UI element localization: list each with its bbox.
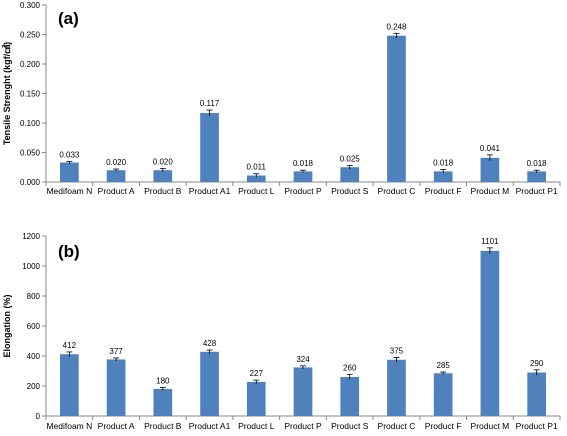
bar	[246, 381, 266, 416]
data-label: 227	[250, 369, 264, 378]
bar	[293, 171, 313, 182]
bar	[200, 351, 219, 416]
data-label: 0.248	[386, 22, 407, 31]
x-category-label: Product A	[98, 186, 135, 196]
x-category-label: Product F	[425, 186, 462, 196]
x-category-label: Product B	[144, 186, 182, 196]
x-category-label: Product S	[331, 186, 369, 196]
bar	[433, 373, 453, 416]
y-tick-label: 0.050	[20, 149, 41, 158]
bar	[200, 112, 219, 182]
x-category-label: Medifoam N	[46, 186, 92, 196]
chart-panel-b: 0 200 400 600 800 1000 1200 412 Medifoam N 377 Pro…	[2, 232, 561, 431]
bar	[153, 170, 173, 182]
data-label: 0.020	[106, 158, 127, 167]
bar	[340, 167, 360, 182]
data-label: 0.020	[153, 157, 174, 166]
y-tick-label: 0.150	[20, 90, 41, 99]
y-tick-label: 400	[27, 352, 41, 361]
x-category-label: Product P	[284, 186, 322, 196]
y-tick-label: 1000	[22, 262, 40, 271]
y-tick-label: 0.000	[20, 178, 41, 187]
data-label: 0.018	[433, 159, 454, 168]
data-label: 377	[109, 347, 123, 356]
x-category-label: Product A1	[189, 186, 231, 196]
bar	[293, 367, 313, 416]
bar	[153, 389, 173, 416]
x-category-label: Product L	[238, 421, 275, 431]
data-label: 1101	[481, 237, 499, 246]
y-axis-title: Elongation (%)	[2, 295, 12, 358]
data-label: 0.041	[480, 144, 501, 153]
bar	[433, 171, 453, 182]
x-category-label: Medifoam N	[46, 421, 92, 431]
x-category-label: Product M	[471, 186, 510, 196]
bar	[60, 162, 79, 182]
data-label: 0.018	[293, 159, 314, 168]
bar	[527, 372, 546, 416]
y-axis-title: Tensile Strenght (kgf/㎠)	[1, 42, 12, 145]
data-label: 412	[63, 341, 77, 350]
y-tick-label: 600	[27, 322, 41, 331]
panel-label: (b)	[58, 242, 80, 261]
data-label: 324	[296, 355, 310, 364]
bar	[340, 377, 360, 416]
x-category-label: Product C	[378, 186, 416, 196]
bar	[60, 354, 79, 416]
x-category-label: Product S	[331, 421, 369, 431]
data-label: 260	[343, 363, 357, 372]
y-tick-label: 0.200	[20, 60, 41, 69]
data-label: 0.011	[247, 163, 267, 172]
x-category-label: Product P1	[516, 421, 558, 431]
x-category-label: Product P1	[516, 186, 558, 196]
x-category-label: Product L	[238, 186, 275, 196]
bar	[527, 171, 546, 182]
data-label: 428	[203, 339, 217, 348]
data-label: 180	[156, 377, 170, 386]
x-category-label: Product B	[144, 421, 182, 431]
y-tick-label: 800	[27, 292, 41, 301]
data-label: 0.117	[200, 99, 220, 108]
bar	[387, 359, 406, 416]
chart-panel-a: 0.000 0.050 0.100 0.150 0.200 0.250 0.300 0.033…	[1, 1, 561, 196]
x-category-label: Product M	[471, 421, 510, 431]
data-label: 0.018	[527, 159, 548, 168]
data-label: 285	[437, 361, 451, 370]
y-tick-label: 1200	[22, 232, 40, 241]
bar	[106, 170, 126, 182]
data-label: 0.025	[340, 154, 361, 163]
panel-label: (a)	[58, 9, 79, 28]
bar	[480, 157, 500, 182]
y-tick-label: 0	[36, 412, 41, 421]
data-label: 290	[530, 359, 544, 368]
x-category-label: Product A	[98, 421, 135, 431]
x-category-label: Product F	[425, 421, 462, 431]
bar	[387, 35, 406, 183]
data-label: 375	[390, 347, 404, 356]
bar	[480, 250, 500, 416]
y-tick-label: 0.100	[20, 119, 41, 128]
y-tick-label: 0.300	[20, 1, 41, 10]
y-tick-label: 200	[27, 382, 41, 391]
x-category-label: Product P	[284, 421, 322, 431]
x-category-label: Product C	[378, 421, 416, 431]
bar	[246, 175, 266, 182]
bar	[106, 359, 126, 416]
data-label: 0.033	[59, 150, 80, 159]
y-tick-label: 0.250	[20, 31, 41, 40]
x-category-label: Product A1	[189, 421, 231, 431]
